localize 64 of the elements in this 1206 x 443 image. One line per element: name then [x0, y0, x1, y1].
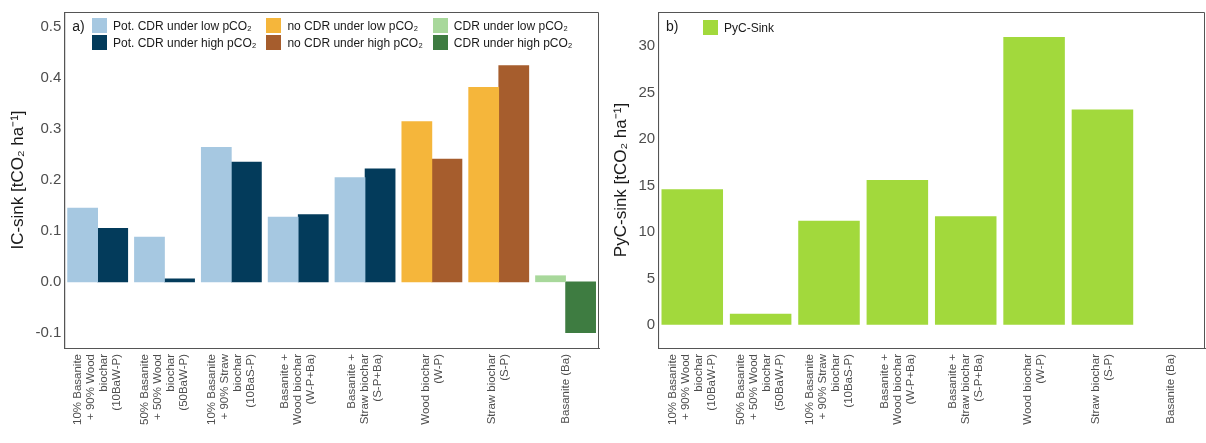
bar [798, 220, 860, 325]
y-tick-label: 25 [638, 82, 656, 100]
bar [431, 158, 463, 283]
legend-label: CDR under low pCO₂ [453, 18, 568, 33]
x-tick-label: Wood biochar (W-P) [418, 353, 444, 425]
legend-label: CDR under high pCO₂ [453, 35, 573, 50]
bar [134, 236, 165, 283]
y-tick-label: 15 [638, 175, 656, 193]
y-tick-label: 0.5 [40, 17, 62, 35]
bar [297, 214, 329, 283]
bar [200, 147, 232, 283]
bar [565, 281, 596, 334]
x-tick-label: 10% Basanite + 90% Straw biochar (10BaS-P) [205, 353, 257, 425]
bar [401, 121, 433, 283]
bar [661, 189, 724, 325]
x-tick-label: Basanite + Straw biochar (S-P+Ba) [345, 353, 384, 425]
y-tick-label: -0.1 [35, 322, 62, 340]
bar [468, 87, 500, 283]
x-tick-label: 10% Basanite + 90% Wood biochar (10BaW-P) [71, 353, 123, 425]
x-tick-label: Basanite (Ba) [558, 353, 571, 424]
bar [1071, 109, 1134, 325]
y-tick-label: 20 [638, 129, 656, 147]
y-tick-label: 30 [638, 36, 656, 54]
y-axis-title: IC-sink [tCO₂ ha⁻¹] [7, 110, 27, 250]
bar [364, 168, 396, 283]
y-tick-label: 0.4 [40, 68, 62, 86]
y-tick-label: 0 [646, 314, 656, 332]
x-tick-label: 50% Basanite + 50% Wood biochar (50BaW-P) [734, 353, 786, 425]
x-tick-label: Straw biochar (S-P) [1089, 353, 1115, 425]
bar [866, 180, 929, 325]
y-tick-label: 0.1 [40, 221, 62, 239]
x-tick-label: Wood biochar (W-P) [1020, 353, 1046, 425]
x-tick-label: Basanite (Ba) [1163, 353, 1176, 424]
bar [729, 313, 792, 325]
bar [231, 161, 262, 283]
legend-label: Pot. CDR under low pCO₂ [113, 18, 252, 33]
y-tick-label: 0.0 [40, 271, 62, 289]
annotation: a) [72, 17, 85, 34]
bar [1003, 37, 1065, 325]
bar [267, 216, 299, 283]
y-tick-label: 10 [638, 222, 656, 240]
x-tick-label: Basanite + Wood biochar (W-P+Ba) [278, 353, 317, 425]
bar [498, 65, 530, 283]
y-tick-label: 0.2 [40, 170, 62, 188]
y-tick-label: 0.3 [40, 119, 62, 137]
bar [164, 278, 195, 283]
legend-label: PyC-Sink [724, 20, 775, 35]
x-tick-label: 10% Basanite + 90% Wood biochar (10BaW-P) [665, 353, 717, 425]
y-axis-title: PyC-sink [tCO₂ ha⁻¹] [610, 102, 630, 258]
legend-label: no CDR under low pCO₂ [287, 18, 419, 33]
x-tick-label: Straw biochar (S-P) [485, 353, 511, 425]
bar [97, 228, 129, 283]
x-tick-label: Basanite + Wood biochar (W-P+Ba) [877, 353, 916, 425]
bar [334, 177, 366, 283]
x-tick-label: Basanite + Straw biochar (S-P+Ba) [945, 353, 984, 425]
legend-label: no CDR under high pCO₂ [287, 35, 423, 50]
annotation: b) [666, 17, 679, 34]
bar [67, 207, 98, 283]
bar [535, 275, 566, 283]
x-tick-label: 50% Basanite + 50% Wood biochar (50BaW-P) [138, 353, 190, 425]
x-tick-label: 10% Basanite + 90% Straw biochar (10BaS-P) [802, 353, 854, 425]
legend-label: Pot. CDR under high pCO₂ [113, 35, 257, 50]
bar [934, 216, 997, 325]
y-tick-label: 5 [646, 268, 656, 286]
